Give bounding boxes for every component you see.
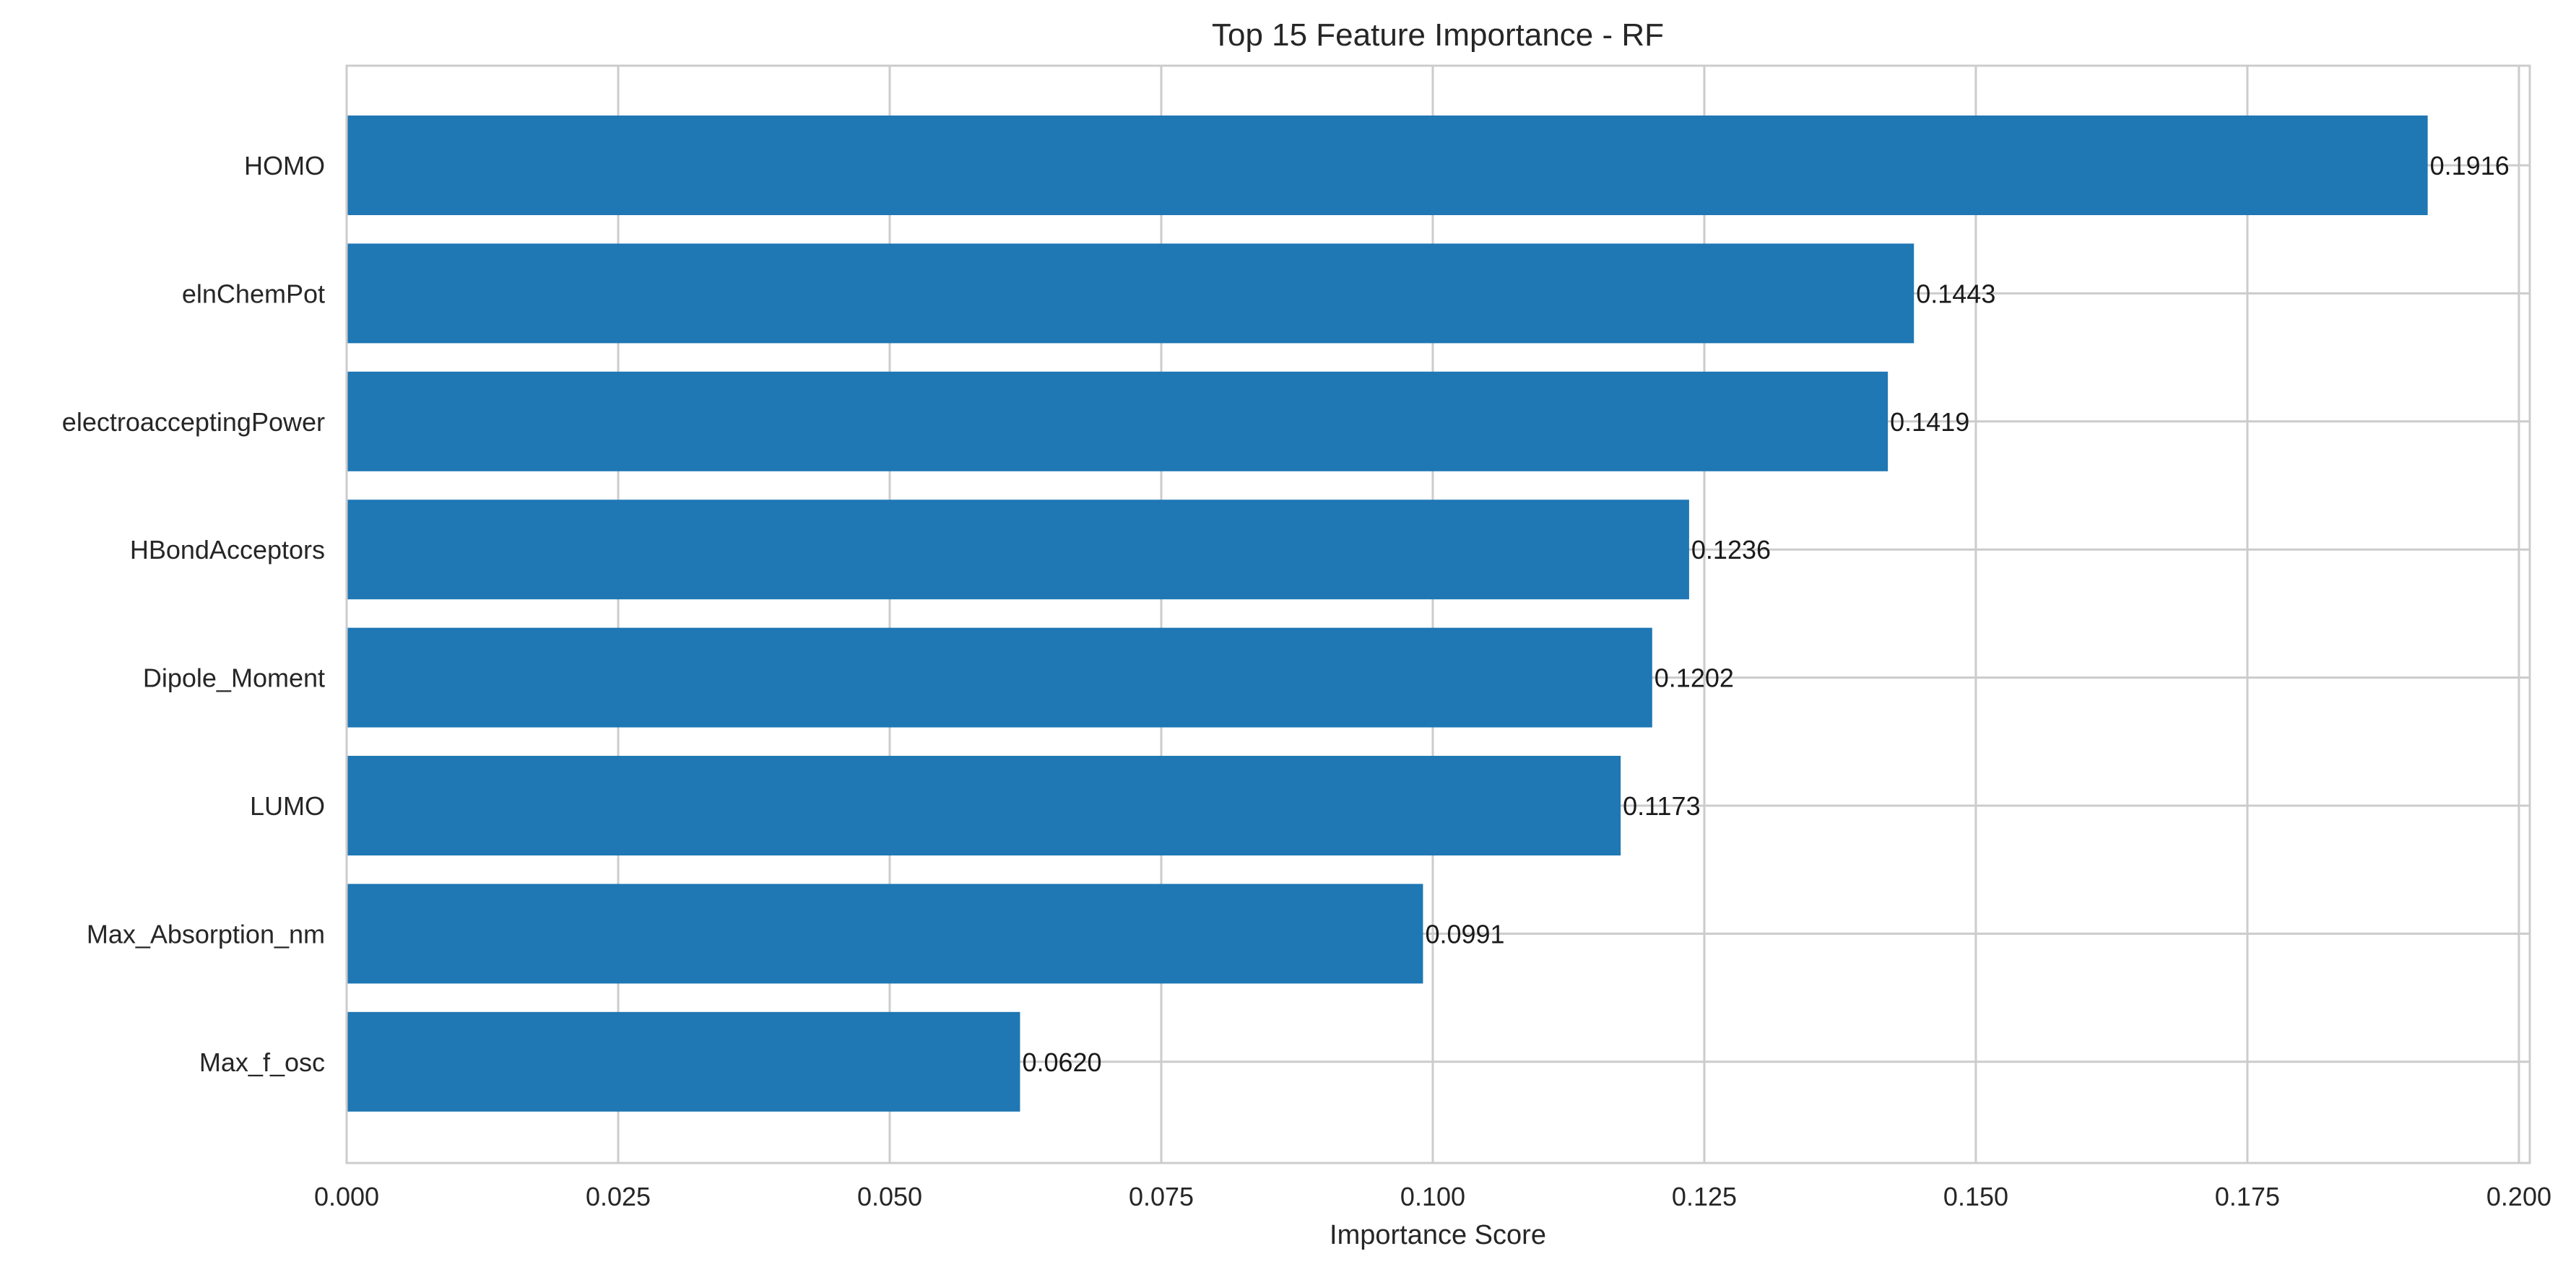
bar-value-label: 0.1236 (1691, 535, 1771, 565)
x-tick-label: 0.025 (586, 1182, 651, 1211)
x-tick-label: 0.075 (1129, 1182, 1194, 1211)
chart-title: Top 15 Feature Importance - RF (1212, 17, 1664, 53)
x-tick-label: 0.200 (2486, 1182, 2551, 1211)
y-tick-label: LUMO (250, 791, 325, 821)
bar (347, 371, 1888, 471)
bar (347, 1011, 1020, 1112)
bar-value-label: 0.1202 (1655, 663, 1734, 693)
bar-value-label: 0.1443 (1916, 279, 1995, 308)
x-axis-label: Importance Score (1330, 1220, 1546, 1250)
y-tick-label: HBondAcceptors (130, 535, 325, 565)
bar (347, 627, 1652, 728)
bar-value-label: 0.1916 (2430, 151, 2510, 180)
bar-value-label: 0.1419 (1890, 407, 1969, 437)
x-axis-ticks: 0.000 0.025 0.050 0.075 0.100 0.125 0.150 0.175… (314, 1182, 2551, 1211)
x-tick-label: 0.100 (1400, 1182, 1465, 1211)
plot-background (347, 66, 2530, 1163)
bar-value-label: 0.0620 (1022, 1047, 1101, 1077)
bar (347, 116, 2428, 215)
bar (347, 500, 1689, 600)
y-tick-label: elnChemPot (182, 279, 325, 308)
x-tick-label: 0.125 (1672, 1182, 1737, 1211)
y-tick-label: HOMO (244, 151, 325, 180)
bar-value-label: 0.0991 (1425, 919, 1504, 949)
x-tick-label: 0.050 (857, 1182, 922, 1211)
x-tick-label: 0.150 (1943, 1182, 2008, 1211)
x-tick-label: 0.000 (314, 1182, 379, 1211)
y-tick-label: Dipole_Moment (143, 663, 325, 693)
bar (347, 756, 1621, 855)
y-tick-label: Max_f_osc (199, 1047, 325, 1077)
plot-frame (345, 64, 2531, 1164)
y-axis-ticks: HOMO elnChemPot electroacceptingPower HBond… (62, 151, 325, 1077)
bar-value-label: 0.1173 (1623, 791, 1700, 821)
y-tick-label: electroacceptingPower (62, 407, 325, 437)
bar (347, 884, 1423, 984)
y-tick-label: Max_Absorption_nm (87, 919, 325, 949)
bars (347, 116, 2428, 1112)
bar (347, 243, 1914, 344)
x-tick-label: 0.175 (2215, 1182, 2280, 1211)
data-labels: 0.1916 0.1443 0.1419 0.1236 0.1202 0.1173 0.09… (1022, 151, 2509, 1077)
